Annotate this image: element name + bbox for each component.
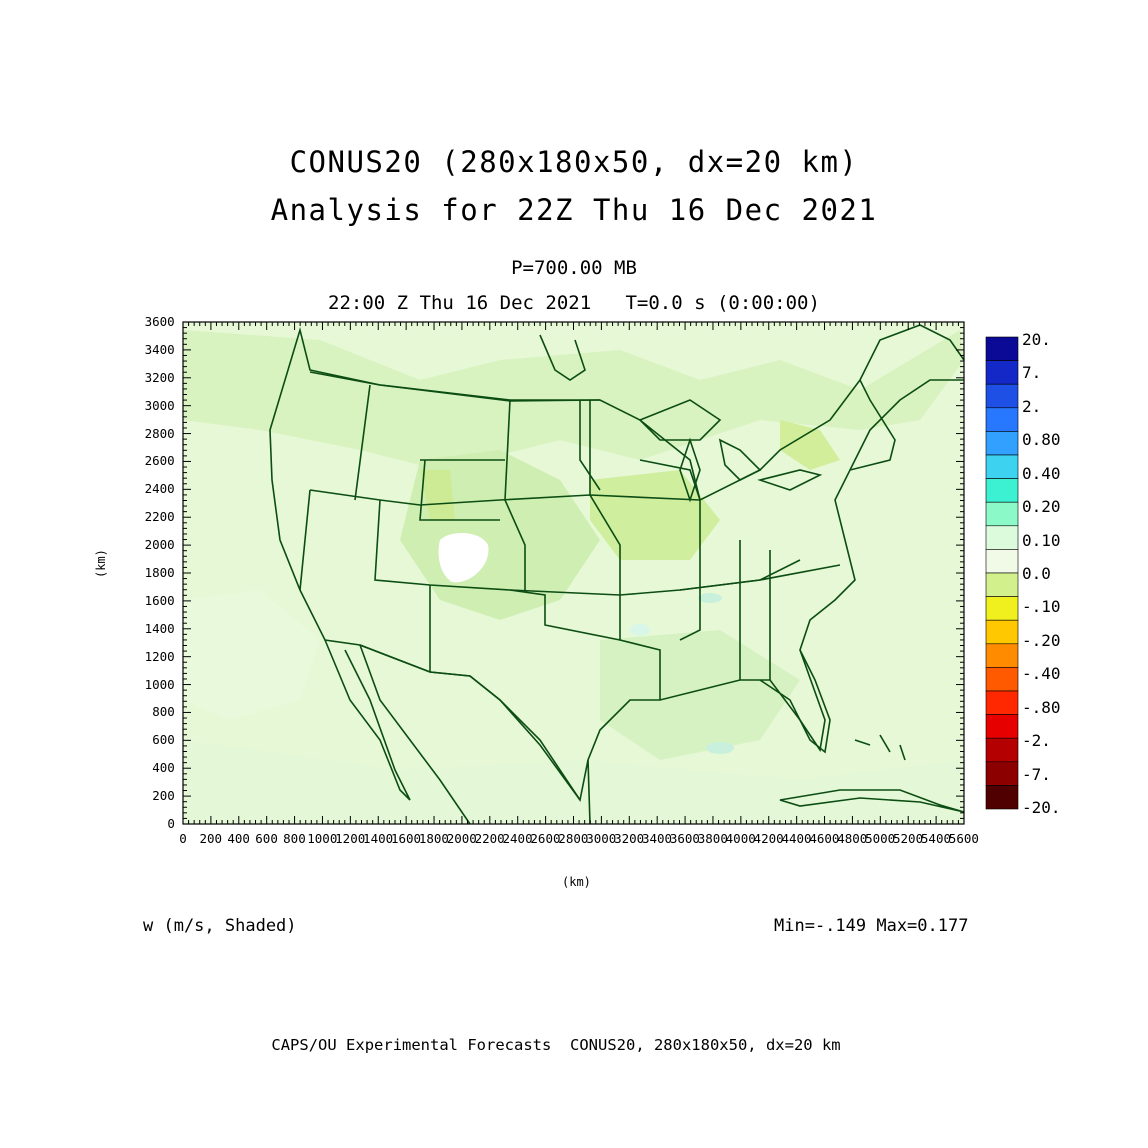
time-label: 22:00 Z Thu 16 Dec 2021 T=0.0 s (0:00:00…	[328, 292, 820, 314]
colorbar	[985, 336, 1019, 810]
colorbar-swatch	[985, 431, 1019, 456]
colorbar-label: 0.0	[1022, 564, 1051, 583]
colorbar-swatch	[985, 383, 1019, 409]
colorbar-swatch	[985, 525, 1019, 550]
colorbar-label: 7.	[1022, 363, 1042, 383]
colorbar-swatch	[985, 690, 1019, 715]
x-tick-label: 3000	[586, 831, 617, 846]
x-tick-label: 5400	[920, 831, 952, 846]
colorbar-swatch	[985, 549, 1019, 574]
x-tick-label: 1400	[363, 831, 394, 846]
colorbar-swatch	[985, 454, 1019, 479]
colorbar-label: 0.10	[1022, 530, 1061, 550]
x-tick-label: 4000	[725, 831, 756, 846]
y-tick-label: 3200	[144, 369, 175, 385]
title-line2: Analysis for 22Z Thu 16 Dec 2021	[270, 193, 878, 227]
x-tick-label: 1800	[418, 831, 449, 846]
y-tick-label: 800	[152, 704, 175, 720]
x-tick-label: 5600	[948, 831, 979, 846]
colorbar-label: 0.20	[1022, 497, 1061, 517]
colorbar-swatch	[985, 478, 1019, 503]
x-tick-label: 2200	[474, 831, 505, 846]
colorbar-swatch	[985, 619, 1019, 645]
field-variable-label: w (m/s, Shaded)	[143, 916, 297, 936]
x-tick-label: 5000	[865, 831, 896, 846]
colorbar-swatch	[985, 737, 1019, 763]
level-label: P=700.00 MB	[511, 257, 637, 279]
x-tick-label: 400	[227, 831, 250, 846]
x-tick-label: 3400	[641, 831, 673, 846]
colorbar-label: -2.	[1022, 731, 1051, 751]
y-tick-label: 400	[152, 760, 175, 776]
x-axis-label: (km)	[562, 875, 591, 889]
y-tick-label: 2200	[144, 509, 175, 525]
y-tick-label: 1600	[144, 592, 175, 608]
x-tick-label: 2400	[502, 831, 533, 846]
colorbar-swatch	[985, 360, 1019, 385]
x-tick-label: 3200	[614, 831, 645, 846]
y-tick-label: 1000	[144, 676, 175, 692]
x-tick-label: 1600	[390, 831, 422, 846]
y-tick-label: 3400	[144, 341, 175, 357]
colorbar-swatch	[985, 501, 1019, 527]
y-tick-label: 3000	[144, 397, 175, 413]
x-tick-label: 4800	[837, 831, 868, 846]
title-line1: CONUS20 (280x180x50, dx=20 km)	[289, 145, 859, 179]
x-tick-label: 4200	[753, 831, 784, 846]
colorbar-label: -.80	[1022, 697, 1061, 717]
y-tick-label: 1800	[144, 565, 175, 580]
colorbar-label: -7.	[1022, 764, 1051, 784]
colorbar-swatch	[985, 643, 1019, 668]
y-tick-label: 3600	[144, 314, 175, 329]
x-tick-label: 800	[283, 831, 306, 846]
colorbar-label: -.10	[1022, 597, 1061, 617]
y-tick-label: 2000	[144, 537, 175, 553]
colorbar-label: -20.	[1022, 798, 1061, 817]
colorbar-swatch	[985, 596, 1019, 621]
y-tick-label: 2600	[144, 453, 175, 469]
x-tick-label: 5200	[893, 831, 924, 846]
y-axis-label: (km)	[94, 549, 108, 578]
x-tick-label: 600	[255, 831, 278, 846]
y-tick-label: 2400	[144, 481, 175, 497]
field-stats-label: Min=-.149 Max=0.177	[774, 916, 969, 936]
y-tick-label: 2800	[144, 425, 175, 441]
colorbar-label: 0.80	[1022, 430, 1061, 450]
colorbar-label: 0.40	[1022, 463, 1061, 483]
x-tick-label: 1200	[335, 831, 366, 846]
x-tick-label: 3600	[669, 831, 700, 846]
x-tick-label: 2600	[530, 831, 561, 846]
x-tick-label: 1000	[307, 831, 338, 846]
x-tick-label: 4600	[809, 831, 840, 846]
x-tick-label: 200	[199, 831, 223, 846]
x-tick-label: 3800	[697, 831, 728, 846]
colorbar-label: 20.	[1022, 330, 1051, 349]
colorbar-label: -.40	[1022, 664, 1061, 684]
colorbar-swatch	[985, 336, 1019, 361]
x-tick-label: 4400	[781, 831, 812, 846]
x-tick-label: 0	[179, 831, 187, 846]
map-outlines	[269, 324, 965, 825]
y-tick-label: 1200	[144, 648, 175, 664]
colorbar-swatch	[985, 785, 1019, 810]
colorbar-swatch	[985, 714, 1019, 739]
y-tick-label: 0	[167, 816, 175, 831]
y-tick-label: 200	[152, 788, 175, 804]
x-tick-label: 2000	[446, 831, 477, 846]
x-tick-label: 2800	[558, 831, 589, 846]
colorbar-label: -.20	[1022, 630, 1061, 650]
y-tick-label: 1400	[144, 620, 175, 636]
y-tick-label: 600	[152, 732, 175, 748]
colorbar-swatch	[985, 572, 1019, 597]
footer-label: CAPS/OU Experimental Forecasts CONUS20, …	[271, 1036, 841, 1054]
colorbar-label: 2.	[1022, 396, 1042, 416]
colorbar-swatch	[985, 761, 1019, 786]
colorbar-swatch	[985, 667, 1019, 692]
colorbar-swatch	[985, 407, 1019, 432]
